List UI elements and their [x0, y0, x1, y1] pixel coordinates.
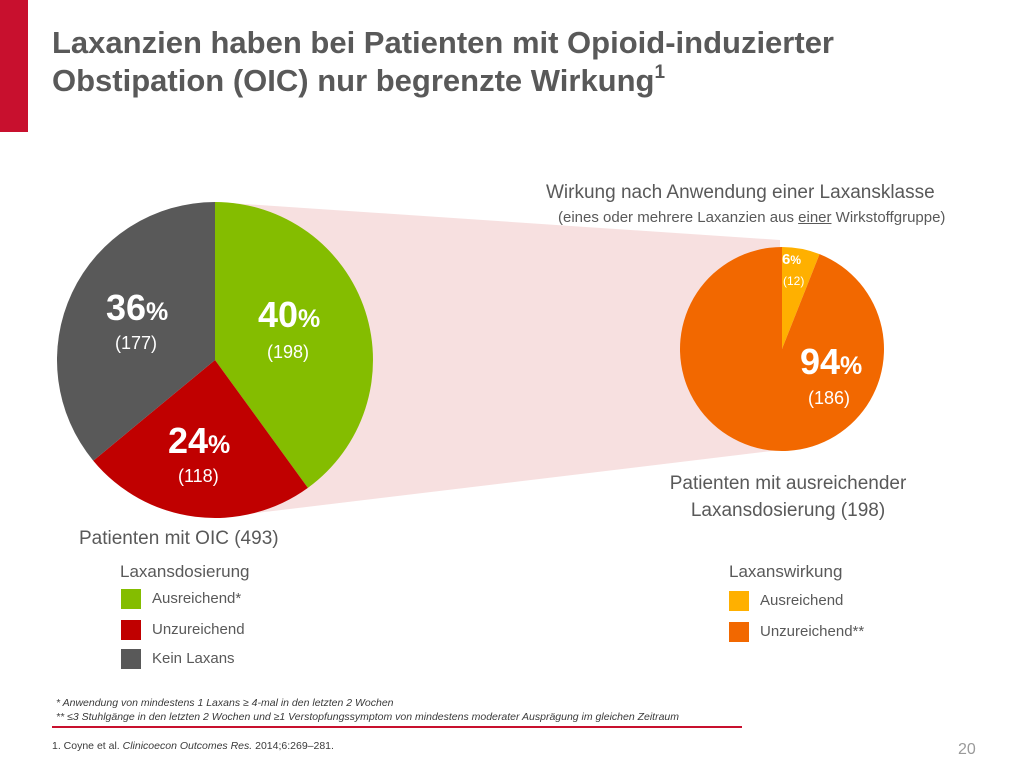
pie-label-unzureichend-percent: 24%	[168, 420, 231, 461]
right-chart-caption: Patienten mit ausreichender Laxansdosieru…	[669, 473, 907, 521]
pie-label-unzureichend-count: (118)	[178, 466, 219, 486]
footnote-1: * Anwendung von mindestens 1 Laxans ≥ 4-…	[56, 697, 394, 709]
accent-bar	[0, 0, 28, 132]
pie-label-kein-laxans-count: (177)	[115, 333, 158, 353]
right-chart-header: Wirkung nach Anwendung einer Laxansklass…	[546, 182, 935, 203]
legend-swatch-wirkung-ausreichend	[729, 591, 749, 611]
legend-left-title: Laxansdosierung	[120, 562, 250, 581]
page-number: 20	[958, 741, 976, 758]
footnote-divider	[52, 726, 742, 728]
pie-label-wirkung-ausreichend-count: (12)	[783, 274, 805, 288]
pie-label-wirkung-unzureichend-count: (186)	[808, 388, 851, 408]
title-superscript: 1	[654, 62, 666, 83]
page-title: Laxanzien haben bei Patienten mit Opioid…	[52, 24, 992, 100]
pie-label-kein-laxans-percent: 36%	[106, 287, 169, 328]
left-pie-slice-1	[93, 360, 308, 518]
left-pie-slice-2	[57, 202, 215, 461]
title-line-2: Obstipation (OIC) nur begrenzte Wirkung	[52, 63, 655, 98]
right-pie-slice-0	[782, 247, 820, 349]
source-citation: 1. Coyne et al. Clinicoecon Outcomes Res…	[52, 740, 334, 752]
left-chart-caption: Patienten mit OIC (493)	[79, 528, 279, 549]
legend-swatch-unzureichend	[121, 620, 141, 640]
pie-label-wirkung-unzureichend-percent: 94%	[800, 341, 863, 382]
footnote-2: ** ≤3 Stuhlgänge in den letzten 2 Wochen…	[56, 711, 680, 723]
right-pie-slice-1	[680, 247, 884, 451]
legend-swatch-ausreichend	[121, 589, 141, 609]
legend-swatch-kein-laxans	[121, 649, 141, 669]
legend-right-title: Laxanswirkung	[729, 562, 843, 581]
pie-label-ausreichend-count: (198)	[267, 342, 310, 362]
pie-label-wirkung-ausreichend-percent: 6%	[782, 251, 802, 268]
left-pie-slice-0	[215, 202, 373, 488]
pie-label-ausreichend-percent: 40%	[258, 294, 321, 335]
right-pie	[680, 247, 884, 451]
connector-band	[215, 202, 780, 518]
title-line-1: Laxanzien haben bei Patienten mit Opioid…	[52, 25, 834, 60]
left-pie	[57, 202, 373, 518]
legend-swatch-wirkung-unzureichend	[729, 622, 749, 642]
right-chart-subheader: (eines oder mehrere Laxanzien aus einer …	[558, 209, 946, 226]
